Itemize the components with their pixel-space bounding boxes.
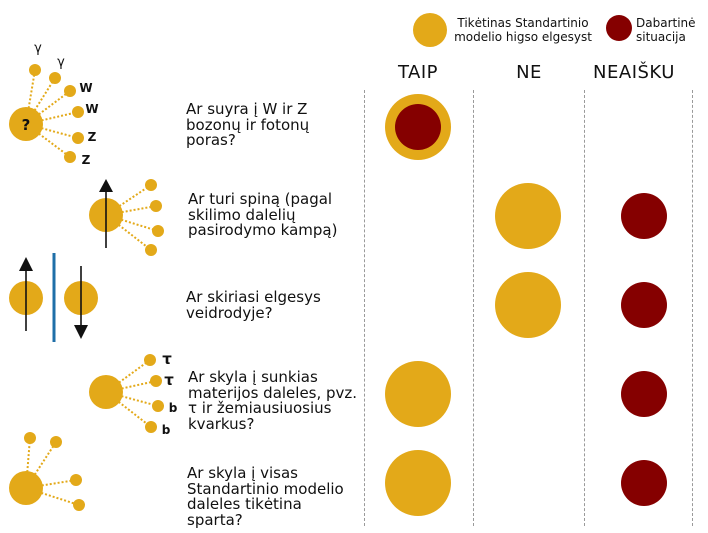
column-header-yes: TAIP bbox=[397, 62, 439, 83]
column-divider bbox=[364, 90, 365, 526]
question-spin: Ar turi spiną (pagal skilimo dalelių pas… bbox=[188, 190, 338, 239]
legend-expected-label: Tikėtinas Standartinio modelio higso elg… bbox=[454, 16, 592, 44]
question-mirror: Ar skiriasi elgesys veidrodyje? bbox=[186, 288, 321, 322]
expected-result-circle bbox=[495, 272, 561, 338]
question-heavy-matter: Ar skyla į sunkias materijos daleles, pv… bbox=[188, 368, 358, 433]
current-result-circle bbox=[621, 282, 667, 328]
higgs-boson-icon bbox=[9, 107, 43, 141]
spin-down-arrow-icon bbox=[74, 325, 88, 339]
higgs-unknown-label: ? bbox=[22, 116, 31, 134]
particle-diagrams: ? γ γ W W Z Z bbox=[9, 41, 178, 511]
expected-result-circle bbox=[385, 361, 451, 427]
column-header-unclear: NEAIŠKU bbox=[593, 62, 675, 83]
legend-expected-swatch bbox=[413, 13, 447, 47]
column-divider bbox=[473, 90, 474, 526]
question-all-rates: Ar skyla į visas Standartinio modelio da… bbox=[187, 464, 344, 529]
z-boson-label: Z bbox=[88, 130, 97, 144]
spin-up-arrow-icon bbox=[19, 257, 33, 271]
row4-heavy-decay-icon: τ τ b b bbox=[89, 350, 178, 437]
current-result-circle bbox=[395, 104, 441, 150]
legend-current-swatch bbox=[606, 15, 632, 41]
bottom-quark-label: b bbox=[162, 423, 171, 437]
tau-label: τ bbox=[164, 371, 174, 389]
legend-current-label: Dabartinė situacija bbox=[636, 16, 696, 44]
question-wz-decay: Ar suyra į W ir Z bozonų ir fotonų poras… bbox=[186, 100, 310, 149]
expected-result-circle bbox=[385, 450, 451, 516]
spin-up-arrow-icon bbox=[99, 179, 113, 192]
bottom-quark-label: b bbox=[169, 401, 178, 415]
current-result-circle bbox=[621, 371, 667, 417]
w-boson-label: W bbox=[79, 81, 92, 95]
w-boson-label: W bbox=[85, 102, 98, 116]
current-result-circle bbox=[621, 193, 667, 239]
column-header-no: NE bbox=[516, 62, 542, 83]
column-divider bbox=[692, 90, 693, 526]
expected-result-circle bbox=[495, 183, 561, 249]
photon-label: γ bbox=[57, 55, 65, 70]
photon-label: γ bbox=[34, 41, 42, 56]
column-divider bbox=[584, 90, 585, 526]
tau-label: τ bbox=[162, 350, 172, 368]
row5-all-decays-icon bbox=[9, 432, 85, 511]
z-boson-label: Z bbox=[82, 153, 91, 167]
row2-spin-icon bbox=[89, 179, 164, 256]
current-result-circle bbox=[621, 460, 667, 506]
mirror-icon bbox=[52, 253, 56, 342]
row3-mirror-icon bbox=[9, 253, 98, 342]
